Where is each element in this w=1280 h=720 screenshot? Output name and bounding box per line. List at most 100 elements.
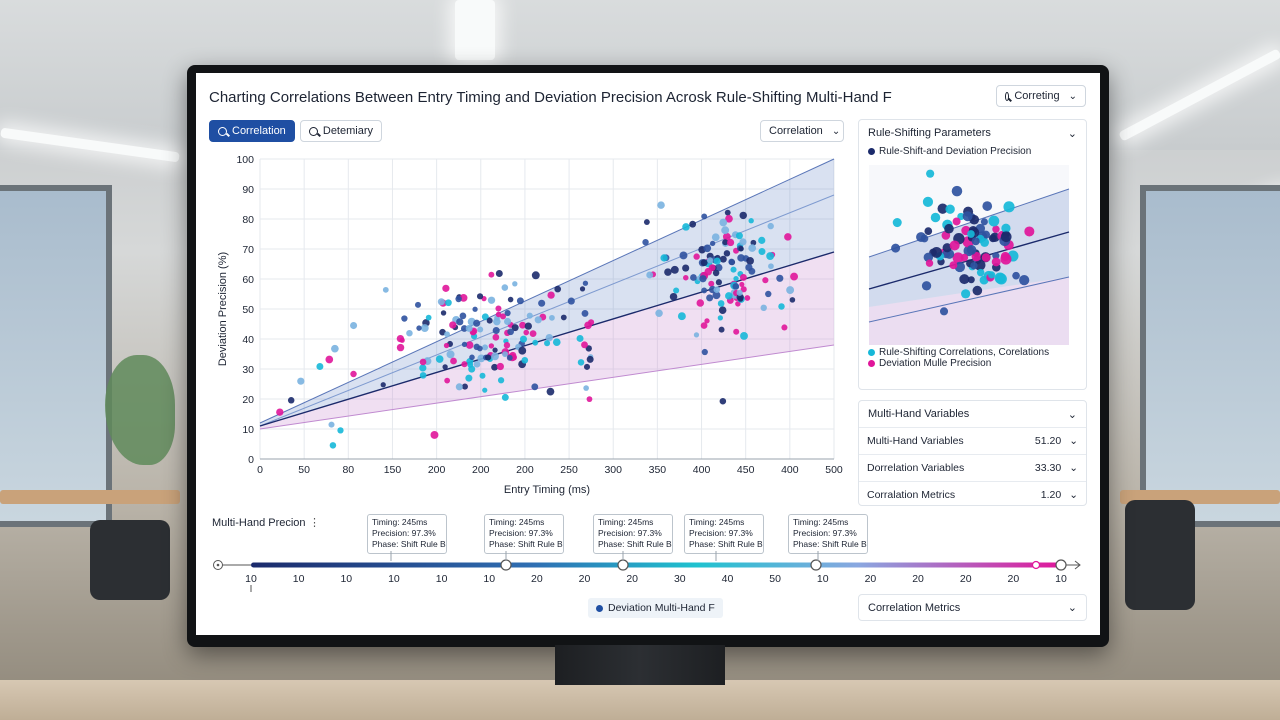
- x-tick-label: 300: [604, 464, 622, 476]
- kebab-menu-icon[interactable]: ⋮: [309, 517, 320, 529]
- parameters-panel-header[interactable]: Rule-Shifting Parameters ⌄: [859, 120, 1086, 146]
- data-point: [496, 362, 504, 371]
- data-point: [544, 340, 551, 347]
- data-point: [737, 254, 745, 262]
- timeline-title: Multi-Hand Precion: [212, 517, 306, 529]
- data-point: [744, 295, 751, 301]
- timeline-tick-label: 30: [674, 573, 686, 585]
- tab-determinary[interactable]: Detemiary: [300, 120, 382, 142]
- timeline-marker[interactable]: [1031, 560, 1041, 570]
- data-point: [380, 382, 386, 388]
- chevron-down-icon: ⌄: [1069, 435, 1078, 447]
- data-point: [709, 240, 716, 247]
- data-point: [683, 274, 689, 281]
- data-point: [444, 377, 451, 384]
- data-point: [449, 321, 457, 329]
- mini-band-edge: [868, 188, 1070, 258]
- data-point: [642, 238, 649, 246]
- mini-data-point: [962, 211, 973, 222]
- timeline-tick-label: 10: [436, 573, 448, 585]
- mini-data-point: [972, 285, 983, 296]
- data-point: [748, 244, 757, 252]
- x-tick-label: 500: [825, 464, 843, 476]
- data-point: [708, 280, 715, 287]
- data-point: [579, 286, 586, 292]
- timeline-handle[interactable]: [617, 559, 629, 571]
- data-point: [526, 312, 533, 319]
- correlation-dropdown-label: Correlation: [769, 125, 823, 137]
- data-point: [660, 254, 668, 262]
- data-point: [740, 286, 747, 293]
- data-point: [739, 281, 745, 288]
- data-point: [670, 265, 679, 274]
- correlation-metrics-dropdown[interactable]: Correlation Metrics ⌄: [858, 594, 1087, 621]
- x-tick-label: 50: [298, 464, 310, 476]
- variable-label: Dorrelation Variables: [867, 462, 965, 474]
- data-point: [472, 306, 478, 312]
- data-point: [765, 290, 772, 298]
- timeline-handle[interactable]: [810, 559, 822, 571]
- data-point: [501, 284, 509, 291]
- search-icon: [218, 126, 227, 136]
- data-point: [689, 220, 697, 228]
- mini-data-point: [976, 268, 985, 277]
- chevron-down-icon: ⌄: [1067, 602, 1077, 614]
- timeline-tick-label: 20: [912, 573, 924, 585]
- data-point: [560, 314, 567, 321]
- data-point: [584, 321, 592, 330]
- timeline-tick-label: 10: [245, 573, 257, 585]
- data-point: [416, 325, 422, 331]
- data-point: [693, 332, 700, 338]
- data-point: [331, 344, 339, 353]
- data-point: [586, 355, 594, 363]
- data-point: [758, 236, 766, 244]
- variable-row[interactable]: Corralation Metrics 1.20 ⌄: [859, 481, 1086, 508]
- x-tick-label: 200: [472, 464, 490, 476]
- mini-data-point: [980, 218, 988, 226]
- tab-correlation[interactable]: Correlation: [209, 120, 295, 142]
- mini-data-point: [960, 253, 969, 262]
- mini-data-point: [961, 289, 971, 299]
- data-point: [442, 364, 448, 370]
- data-point: [745, 263, 753, 272]
- data-point: [718, 306, 727, 315]
- mini-data-point: [923, 252, 934, 263]
- data-point: [406, 329, 413, 337]
- timeline-track[interactable]: 10 10 10 10 10 10 20 20 20 30 40 50 10 20 20 20 20 10: [196, 551, 1096, 593]
- mini-data-point: [988, 234, 997, 243]
- mini-data-point: [942, 243, 952, 253]
- data-point: [696, 299, 705, 307]
- data-point: [519, 321, 526, 329]
- timeline-handle[interactable]: [500, 559, 512, 571]
- data-point: [476, 293, 484, 300]
- correlation-dropdown[interactable]: Correlation ⌄: [760, 120, 844, 142]
- timeline-tick-label: 40: [722, 573, 734, 585]
- data-point: [328, 421, 335, 428]
- search-icon: [309, 126, 318, 136]
- timeline-handle[interactable]: [1055, 559, 1067, 571]
- data-point: [521, 356, 529, 364]
- mini-data-point: [939, 307, 949, 316]
- variables-panel-header[interactable]: Multi-Hand Variables ⌄: [859, 401, 1086, 427]
- search-dropdown[interactable]: Correting ⌄: [996, 85, 1086, 107]
- data-point: [414, 301, 422, 308]
- variable-row[interactable]: Multi-Hand Variables 51.20 ⌄: [859, 427, 1086, 454]
- chevron-down-icon: ⌄: [1069, 489, 1078, 501]
- variable-row[interactable]: Dorrelation Variables 33.30 ⌄: [859, 454, 1086, 481]
- timeline-tooltip: Timing: 245ms Precision: 97.3% Phase: Sh…: [788, 514, 868, 554]
- timeline-tick-label: 20: [1008, 573, 1020, 585]
- legend-swatch: [868, 148, 875, 155]
- tooltip-line: Phase: Shift Rule B: [689, 539, 763, 549]
- tooltip-line: Timing: 245ms: [793, 517, 849, 527]
- data-point: [735, 301, 741, 307]
- data-point: [419, 372, 427, 379]
- office-desk: [0, 490, 180, 504]
- mini-data-point: [988, 271, 996, 279]
- data-point: [719, 397, 727, 405]
- mini-data-point: [970, 262, 978, 270]
- data-point: [679, 251, 688, 260]
- data-point: [461, 361, 468, 368]
- data-point: [504, 309, 511, 317]
- data-point: [492, 347, 498, 353]
- mini-data-point: [991, 257, 1001, 267]
